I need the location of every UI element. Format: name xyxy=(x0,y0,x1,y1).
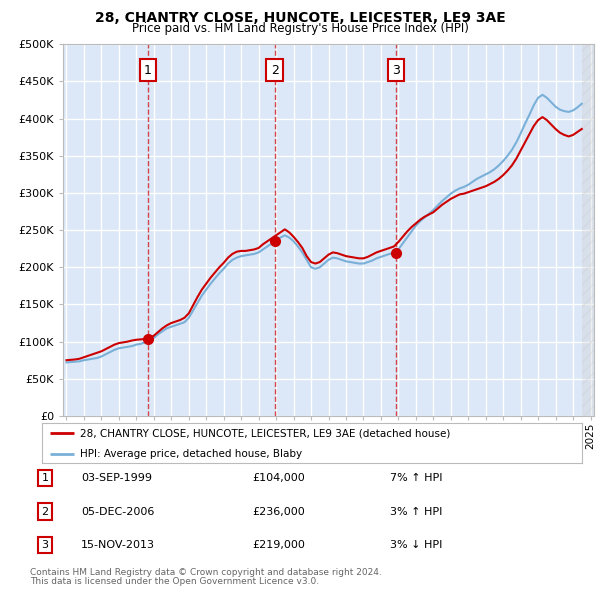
Text: 28, CHANTRY CLOSE, HUNCOTE, LEICESTER, LE9 3AE (detached house): 28, CHANTRY CLOSE, HUNCOTE, LEICESTER, L… xyxy=(80,428,450,438)
Text: 7% ↑ HPI: 7% ↑ HPI xyxy=(390,473,443,483)
Text: 1: 1 xyxy=(41,473,49,483)
Text: 3% ↑ HPI: 3% ↑ HPI xyxy=(390,507,442,516)
Text: HPI: Average price, detached house, Blaby: HPI: Average price, detached house, Blab… xyxy=(80,450,302,460)
Text: Price paid vs. HM Land Registry's House Price Index (HPI): Price paid vs. HM Land Registry's House … xyxy=(131,22,469,35)
Text: 2: 2 xyxy=(41,507,49,516)
Text: £236,000: £236,000 xyxy=(252,507,305,516)
Text: Contains HM Land Registry data © Crown copyright and database right 2024.: Contains HM Land Registry data © Crown c… xyxy=(30,568,382,577)
Bar xyxy=(582,44,594,416)
Text: 28, CHANTRY CLOSE, HUNCOTE, LEICESTER, LE9 3AE: 28, CHANTRY CLOSE, HUNCOTE, LEICESTER, L… xyxy=(95,11,505,25)
Text: 15-NOV-2013: 15-NOV-2013 xyxy=(81,540,155,550)
Text: 03-SEP-1999: 03-SEP-1999 xyxy=(81,473,152,483)
Text: This data is licensed under the Open Government Licence v3.0.: This data is licensed under the Open Gov… xyxy=(30,577,319,586)
Text: 3% ↓ HPI: 3% ↓ HPI xyxy=(390,540,442,550)
Text: 1: 1 xyxy=(144,64,152,77)
Text: £219,000: £219,000 xyxy=(252,540,305,550)
Text: £104,000: £104,000 xyxy=(252,473,305,483)
Text: 05-DEC-2006: 05-DEC-2006 xyxy=(81,507,154,516)
Text: 3: 3 xyxy=(392,64,400,77)
Text: 2: 2 xyxy=(271,64,278,77)
Text: 3: 3 xyxy=(41,540,49,550)
